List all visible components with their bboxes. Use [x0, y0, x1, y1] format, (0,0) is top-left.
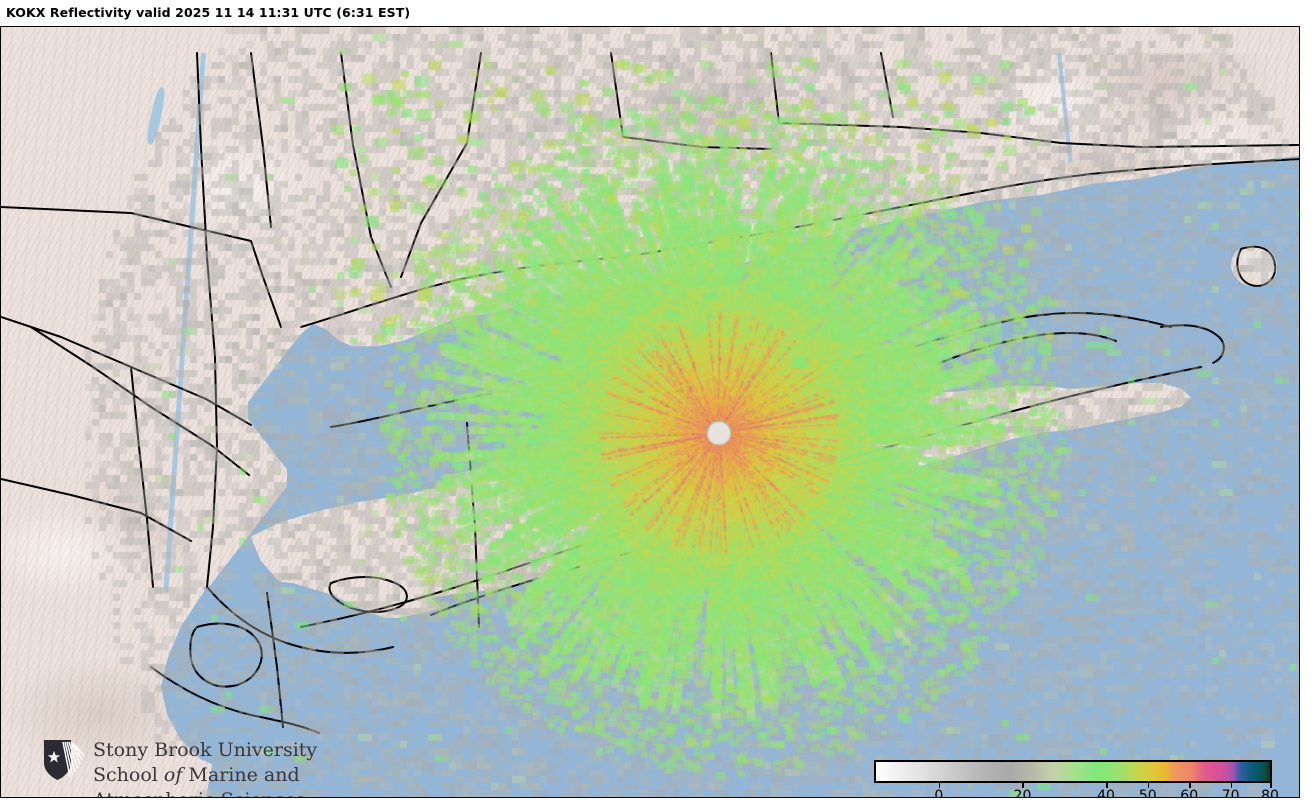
page-title: KOKX Reflectivity valid 2025 11 14 11:31…	[6, 5, 411, 20]
logo-line-2-c: Marine and	[182, 764, 300, 786]
logo-line-2-a: School	[93, 764, 164, 786]
colorbar-tick-label: 60	[1180, 788, 1199, 798]
colorbar-tick-label: 50	[1138, 788, 1157, 798]
map-canvas: 0 20 40 50 60 70 80 Stony Brook University	[1, 27, 1299, 798]
colorbar-tick-label: 20	[1013, 788, 1032, 798]
colorbar-tick	[938, 783, 941, 788]
star-glyph	[47, 751, 61, 763]
colorbar-tick-label: 40	[1097, 788, 1115, 798]
colorbar-tick-label: 80	[1261, 788, 1279, 798]
title-bar: KOKX Reflectivity valid 2025 11 14 11:31…	[0, 0, 1316, 26]
colorbar-tick	[1147, 783, 1150, 788]
colorbar-tick	[1189, 783, 1191, 788]
logo-line-1: Stony Brook University	[93, 739, 318, 761]
colorbar-tick	[1230, 783, 1233, 788]
radar-map-panel[interactable]: 0 20 40 50 60 70 80 Stony Brook University	[0, 26, 1300, 798]
radar-reflectivity-layer	[1, 27, 1299, 797]
colorbar-tick	[1106, 783, 1108, 788]
logo-line-2: School of Marine and	[93, 766, 300, 785]
stony-brook-university-logo: Stony Brook University School of Marine …	[41, 733, 317, 797]
colorbar-tick	[1022, 783, 1025, 788]
colorbar-gradient-fill	[876, 762, 1270, 781]
shield-rays	[62, 741, 85, 778]
colorbar-tick-label: 70	[1221, 788, 1240, 798]
shield-icon	[44, 740, 85, 780]
logo-line-3: Atmospheric Sciences	[93, 791, 306, 798]
colorbar-tick-layer: 0 20 40 50 60 70 80	[874, 783, 1279, 798]
reflectivity-colorbar[interactable]: 0 20 40 50 60 70 80	[874, 760, 1279, 798]
colorbar-gradient-bar	[874, 760, 1272, 783]
colorbar-tick	[1270, 783, 1272, 788]
colorbar-tick-label: 0	[934, 788, 944, 798]
logo-line-2-italic: of	[163, 764, 183, 786]
